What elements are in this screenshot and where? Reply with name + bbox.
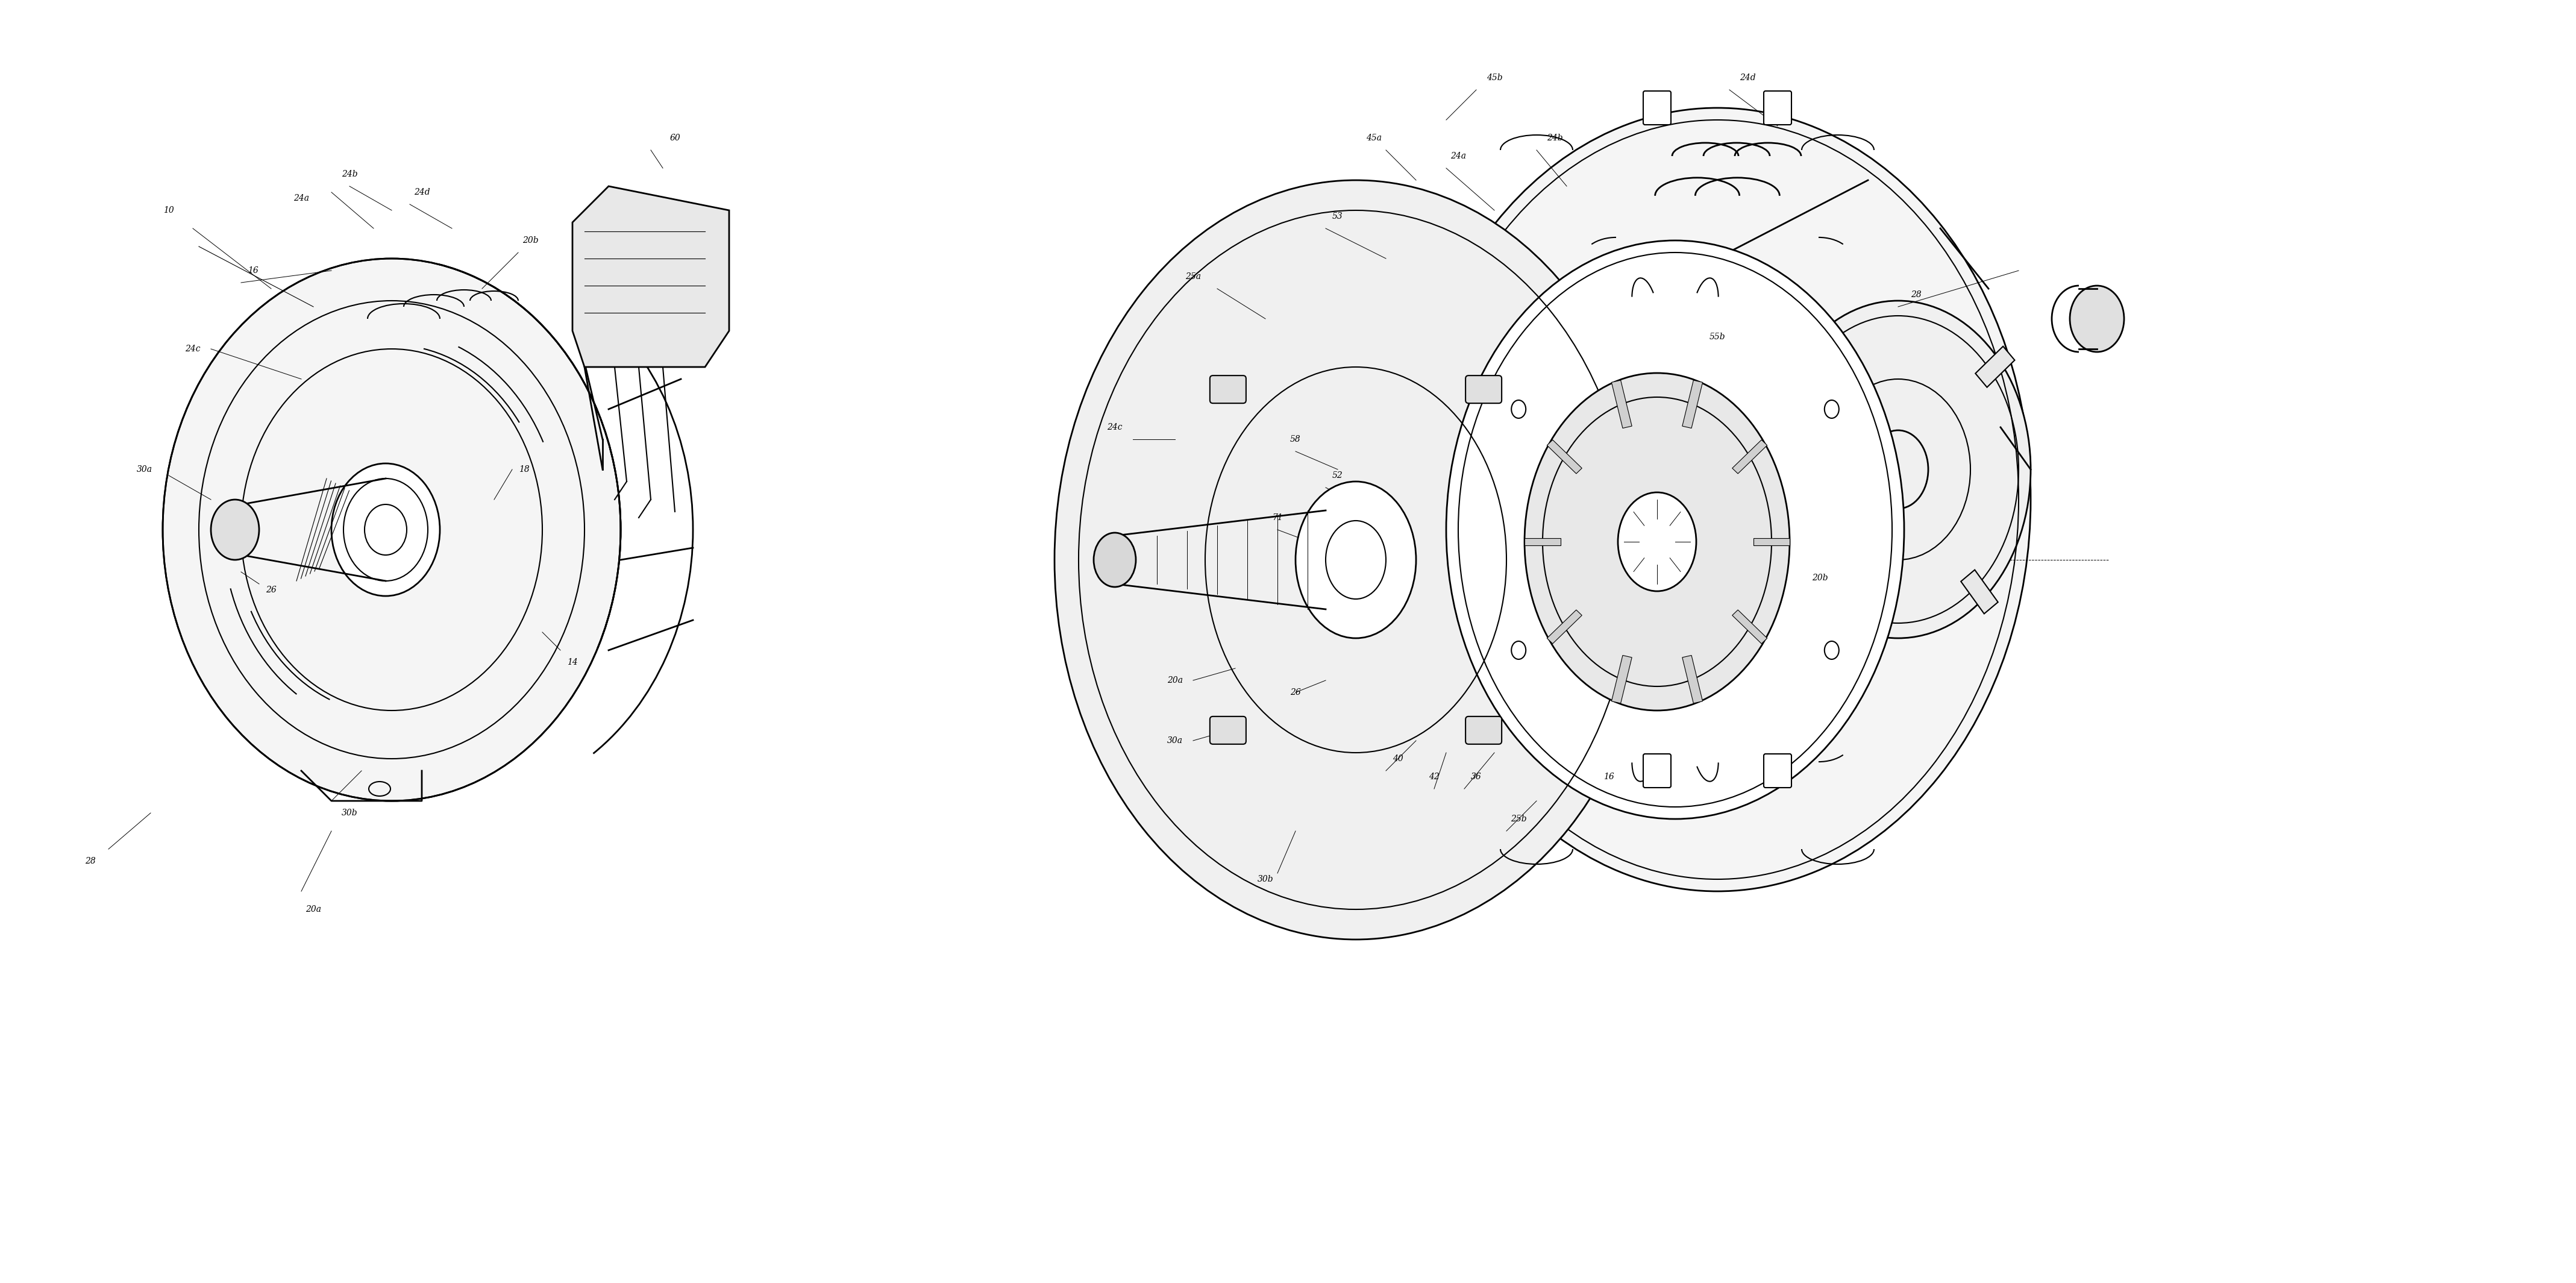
Ellipse shape bbox=[1765, 300, 2030, 638]
FancyBboxPatch shape bbox=[1765, 91, 1790, 124]
FancyBboxPatch shape bbox=[1211, 716, 1247, 744]
Text: 45b: 45b bbox=[1486, 73, 1502, 82]
Text: 30a: 30a bbox=[137, 466, 152, 473]
Text: 18: 18 bbox=[1664, 694, 1674, 703]
Polygon shape bbox=[1548, 440, 1582, 473]
Text: 24a: 24a bbox=[294, 194, 309, 203]
Polygon shape bbox=[1613, 380, 1631, 429]
FancyBboxPatch shape bbox=[1643, 91, 1672, 124]
Ellipse shape bbox=[1095, 532, 1136, 586]
Text: 58: 58 bbox=[1291, 435, 1301, 444]
Ellipse shape bbox=[1445, 240, 1904, 819]
Text: 60: 60 bbox=[670, 133, 680, 142]
Polygon shape bbox=[1525, 539, 1561, 545]
Ellipse shape bbox=[1618, 493, 1695, 591]
Polygon shape bbox=[572, 186, 729, 367]
Ellipse shape bbox=[211, 499, 260, 559]
Text: 55b: 55b bbox=[1710, 332, 1726, 341]
Text: 45a: 45a bbox=[1365, 133, 1381, 142]
Text: 24c: 24c bbox=[1108, 423, 1123, 431]
Polygon shape bbox=[1960, 570, 1999, 613]
Text: 25a: 25a bbox=[1185, 272, 1200, 281]
Text: 28: 28 bbox=[85, 857, 95, 865]
Ellipse shape bbox=[1054, 180, 1656, 939]
Ellipse shape bbox=[1525, 373, 1790, 711]
Polygon shape bbox=[1754, 539, 1790, 545]
Text: 52: 52 bbox=[1610, 574, 1620, 582]
Text: 16: 16 bbox=[1602, 772, 1615, 781]
Text: 40: 40 bbox=[1394, 754, 1404, 763]
Text: 26: 26 bbox=[1291, 688, 1301, 697]
Text: 24d: 24d bbox=[1739, 73, 1754, 82]
Text: 71: 71 bbox=[1273, 513, 1283, 522]
Polygon shape bbox=[1798, 325, 1834, 370]
Text: 24b: 24b bbox=[1546, 133, 1564, 142]
Ellipse shape bbox=[1296, 481, 1417, 638]
Ellipse shape bbox=[1404, 108, 2030, 892]
Ellipse shape bbox=[2071, 286, 2125, 352]
Text: 14: 14 bbox=[1695, 453, 1705, 462]
Text: 36: 36 bbox=[1471, 772, 1481, 781]
Text: 20a: 20a bbox=[307, 905, 322, 913]
Polygon shape bbox=[1976, 346, 2014, 387]
Text: 18: 18 bbox=[518, 466, 531, 473]
Text: 20b: 20b bbox=[1811, 574, 1829, 582]
Polygon shape bbox=[1548, 609, 1582, 644]
Text: 1d: 1d bbox=[1633, 495, 1643, 504]
Text: 42: 42 bbox=[1430, 772, 1440, 781]
Polygon shape bbox=[1682, 656, 1703, 703]
Text: 30b: 30b bbox=[343, 808, 358, 817]
Polygon shape bbox=[1731, 440, 1767, 473]
Text: 30b: 30b bbox=[1257, 875, 1273, 884]
Text: 25b: 25b bbox=[1510, 815, 1528, 824]
Polygon shape bbox=[1731, 609, 1767, 644]
Text: 52: 52 bbox=[1332, 471, 1342, 480]
Text: 53: 53 bbox=[1332, 212, 1342, 221]
Text: 20a: 20a bbox=[1167, 676, 1182, 685]
FancyBboxPatch shape bbox=[1643, 754, 1672, 788]
Polygon shape bbox=[1682, 380, 1703, 429]
Text: 24a: 24a bbox=[1450, 151, 1466, 160]
Text: 24b: 24b bbox=[343, 169, 358, 178]
FancyBboxPatch shape bbox=[1466, 716, 1502, 744]
FancyBboxPatch shape bbox=[1211, 376, 1247, 403]
Text: 12: 12 bbox=[1669, 393, 1680, 402]
Polygon shape bbox=[1783, 552, 1821, 593]
Text: 14: 14 bbox=[567, 658, 577, 666]
Polygon shape bbox=[1613, 656, 1631, 703]
FancyBboxPatch shape bbox=[1765, 754, 1790, 788]
Text: 24c: 24c bbox=[185, 345, 201, 353]
Text: 26: 26 bbox=[265, 586, 276, 594]
Ellipse shape bbox=[332, 463, 440, 597]
Text: 30a: 30a bbox=[1167, 736, 1182, 745]
FancyBboxPatch shape bbox=[1466, 376, 1502, 403]
Text: 28: 28 bbox=[1911, 290, 1922, 299]
Text: 10: 10 bbox=[162, 207, 175, 214]
Text: 16: 16 bbox=[247, 267, 258, 275]
Ellipse shape bbox=[162, 259, 621, 801]
Text: 30b: 30b bbox=[1739, 453, 1754, 462]
Text: 20b: 20b bbox=[523, 236, 538, 245]
Text: 24d: 24d bbox=[415, 189, 430, 196]
